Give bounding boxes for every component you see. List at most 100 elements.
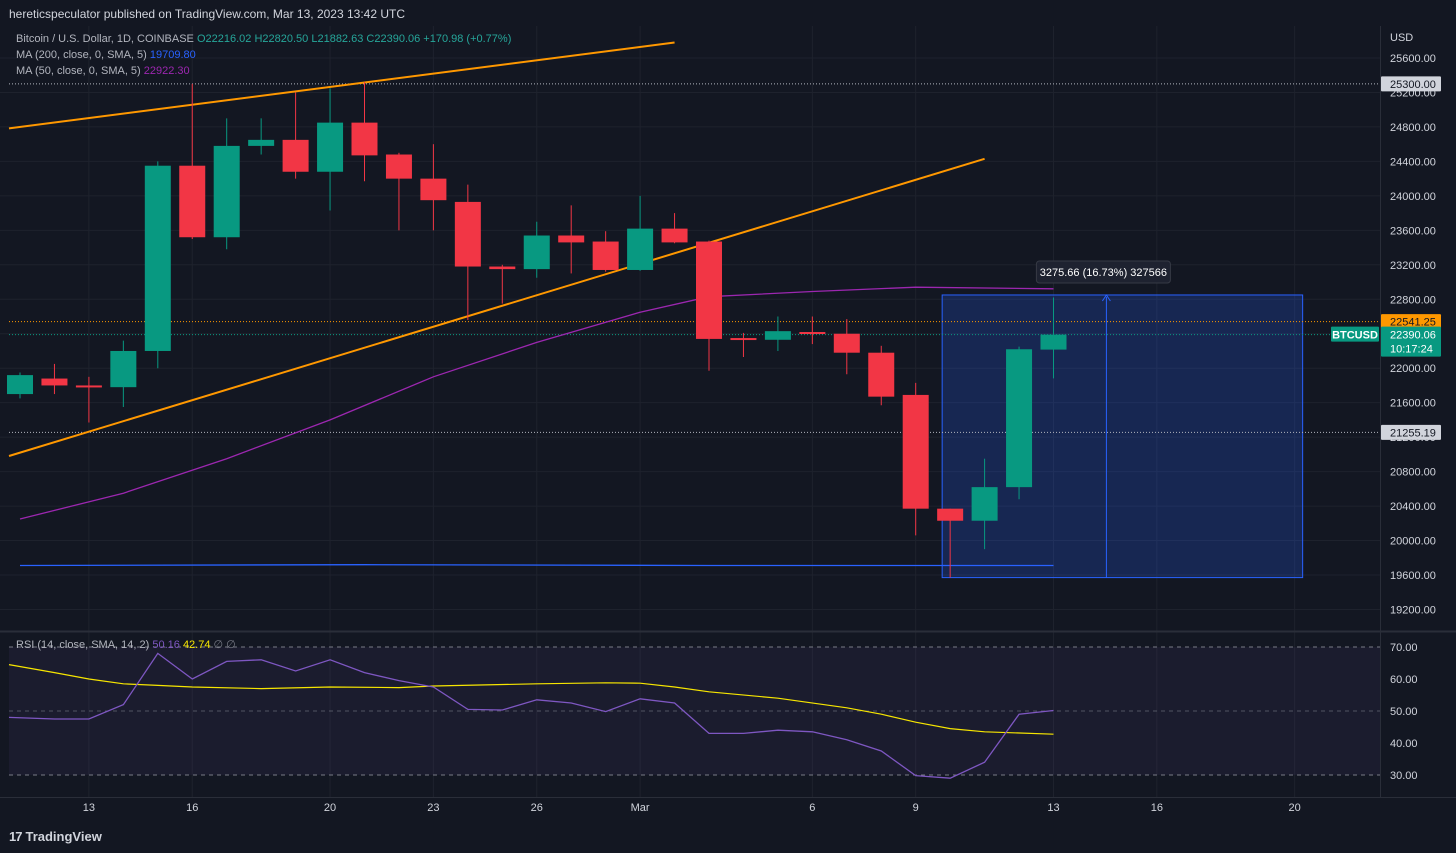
publish-text: hereticspeculator published on TradingVi… <box>9 7 406 21</box>
candle-body <box>7 375 33 395</box>
candle-7 <box>248 118 275 155</box>
candle-3 <box>110 340 137 407</box>
price-label-20400.00: 20400.00 <box>1390 501 1436 513</box>
ma50-value: 22922.30 <box>143 65 190 77</box>
tag-25300.00-bg <box>1381 76 1441 92</box>
price-label-19200.00: 19200.00 <box>1390 604 1436 616</box>
tradingview-logo-text: TradingView <box>25 829 102 844</box>
time-label-13: 13 <box>1047 802 1059 814</box>
price-label-21600.00: 21600.00 <box>1390 398 1436 410</box>
trendline-lower <box>8 157 985 457</box>
candle-body <box>661 228 688 243</box>
candle-10 <box>351 82 378 182</box>
ohlc-close: C22390.06 <box>366 33 421 45</box>
time-label-6: 6 <box>809 802 815 814</box>
legend-ma200[interactable]: MA (200, close, 0, SMA, 5) 19709.80 <box>16 49 196 61</box>
candle-body <box>1040 334 1067 350</box>
candle-body <box>144 165 171 351</box>
candle-14 <box>489 264 516 304</box>
rsi-label: RSI (14, close, SMA, 14, 2) <box>16 639 150 651</box>
ma200-value: 19709.80 <box>149 49 196 61</box>
rsi-extra: ∅ ∅ <box>213 639 236 651</box>
ma50-label: MA (50, close, 0, SMA, 5) <box>16 65 141 77</box>
ma200-line <box>19 564 1054 567</box>
tag-22541.25-bg <box>1381 314 1441 330</box>
candle-26 <box>902 382 929 536</box>
candle-9 <box>317 88 344 211</box>
time-label-Mar: Mar <box>631 802 650 814</box>
time-label-20: 20 <box>1289 802 1301 814</box>
price-label-23200.00: 23200.00 <box>1390 260 1436 272</box>
legend-ma50[interactable]: MA (50, close, 0, SMA, 5) 22922.30 <box>16 65 190 77</box>
candle-13 <box>454 184 481 320</box>
rsi-ma-value: 42.74 <box>182 639 211 651</box>
measure-label-bg <box>1035 260 1171 284</box>
tradingview-logo-icon: 17 <box>9 829 23 844</box>
current-price-tag-bg <box>1381 326 1441 357</box>
candle-15 <box>523 221 550 278</box>
time-axis: 13 16 20 23 26 Mar 6 9 13 16 20 <box>83 802 1301 814</box>
candle-6 <box>213 118 240 250</box>
measure-label: 3275.66 (16.73%) 327566 <box>1040 267 1167 279</box>
trendline-upper <box>8 41 675 130</box>
candle-25 <box>868 345 895 406</box>
price-label-20000.00: 20000.00 <box>1390 536 1436 548</box>
rsi-ma-line <box>8 664 1054 735</box>
candle-12 <box>420 144 447 231</box>
tag-25300.00: 25300.00 <box>1390 79 1436 91</box>
publish-header: hereticspeculator published on TradingVi… <box>0 0 1456 26</box>
candle-body <box>489 266 516 270</box>
candle-body <box>75 385 102 388</box>
rsi-line <box>8 652 1054 779</box>
ohlc-low: L21882.63 <box>311 33 364 45</box>
candle-body <box>971 487 998 521</box>
overlays: 3275.66 (16.73%) 327566 <box>8 41 1380 579</box>
candle-body <box>833 333 860 353</box>
currency-label: USD <box>1390 32 1413 44</box>
candle-body <box>696 241 722 339</box>
candle-2 <box>75 376 102 423</box>
symbol-tag-bg <box>1331 326 1379 342</box>
ma50-line <box>19 286 1054 520</box>
candle-11 <box>385 152 412 231</box>
price-label-24800.00: 24800.00 <box>1390 122 1436 134</box>
rsi-band <box>9 647 1380 775</box>
symbol-label: Bitcoin / U.S. Dollar, 1D, COINBASE <box>16 33 194 45</box>
time-label-20: 20 <box>324 802 336 814</box>
time-label-16: 16 <box>186 802 198 814</box>
candle-body <box>730 338 757 341</box>
candle-body <box>282 139 309 172</box>
tag-21255.19-bg <box>1381 424 1441 440</box>
time-label-16: 16 <box>1151 802 1163 814</box>
current-price-tag: 22390.06 <box>1390 330 1436 342</box>
candles <box>7 82 1067 578</box>
rsi-label-60.00: 60.00 <box>1390 674 1418 686</box>
ohlc-high: H22820.50 <box>254 33 309 45</box>
candle-body <box>764 331 791 340</box>
legend-symbol[interactable]: Bitcoin / U.S. Dollar, 1D, COINBASE O222… <box>16 33 511 45</box>
candle-body <box>558 235 585 243</box>
candle-23 <box>799 316 826 345</box>
candle-24 <box>833 319 860 375</box>
rsi-pane <box>8 646 1380 779</box>
footer <box>0 820 1456 853</box>
price-label-19600.00: 19600.00 <box>1390 570 1436 582</box>
candle-body <box>902 394 929 509</box>
candle-body <box>385 154 412 179</box>
candle-body <box>213 145 240 238</box>
tradingview-logo[interactable]: 17 TradingView <box>9 829 102 844</box>
price-label-23600.00: 23600.00 <box>1390 225 1436 237</box>
candle-body <box>351 122 378 156</box>
legend-rsi[interactable]: RSI (14, close, SMA, 14, 2) 50.16 42.74 … <box>16 638 236 651</box>
price-label-24400.00: 24400.00 <box>1390 156 1436 168</box>
candle-body <box>937 508 964 521</box>
time-label-23: 23 <box>427 802 439 814</box>
candle-body <box>523 235 550 270</box>
candle-19 <box>661 213 688 244</box>
rsi-value: 50.16 <box>152 639 180 651</box>
price-label-24000.00: 24000.00 <box>1390 191 1436 203</box>
candle-22 <box>764 316 791 351</box>
time-label-13: 13 <box>83 802 95 814</box>
candle-1 <box>41 363 68 395</box>
